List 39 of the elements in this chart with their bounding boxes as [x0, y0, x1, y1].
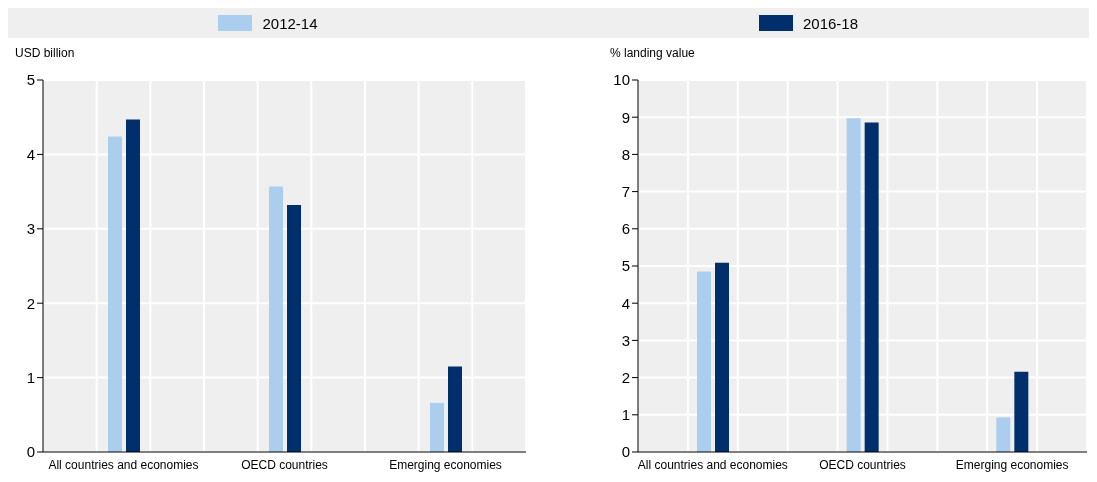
- bar: [1014, 371, 1029, 452]
- y-axis-title: USD billion: [15, 46, 75, 60]
- bar: [430, 402, 444, 452]
- bar: [996, 417, 1011, 452]
- x-tick-label: All countries and economies: [48, 457, 199, 472]
- bar: [715, 262, 729, 452]
- y-tick-label: 2: [26, 294, 35, 312]
- y-tick-label: 1: [621, 406, 630, 424]
- y-tick-label: 3: [621, 331, 630, 349]
- x-tick-label: All countries and economies: [637, 457, 788, 472]
- x-tick-label: Emerging economies: [389, 457, 502, 472]
- y-tick-label: 5: [26, 71, 35, 89]
- bar: [846, 118, 861, 452]
- legend-label: 2016-18: [802, 14, 859, 32]
- legend-label: 2012-14: [262, 14, 318, 32]
- bar: [269, 186, 283, 452]
- y-tick-label: 4: [26, 145, 35, 163]
- y-tick-label: 6: [621, 220, 630, 238]
- bar: [287, 204, 301, 452]
- y-tick-label: 9: [621, 108, 630, 126]
- x-tick-label: Emerging economies: [955, 457, 1069, 472]
- bar: [864, 122, 879, 452]
- y-tick-label: 7: [621, 182, 630, 200]
- y-tick-label: 8: [621, 145, 630, 163]
- y-tick-label: 0: [26, 443, 35, 461]
- y-axis-title: % landing value: [610, 46, 695, 60]
- y-tick-label: 0: [621, 443, 630, 461]
- y-tick-label: 1: [26, 368, 35, 386]
- x-tick-label: OECD countries: [241, 457, 328, 472]
- bar: [697, 271, 711, 452]
- y-tick-label: 3: [26, 220, 35, 238]
- bar: [126, 119, 140, 452]
- x-tick-label: OECD countries: [819, 457, 906, 472]
- bar: [108, 136, 122, 452]
- y-tick-label: 10: [613, 71, 630, 89]
- y-tick-label: 4: [621, 294, 630, 312]
- y-tick-label: 5: [621, 257, 630, 275]
- bar: [448, 366, 462, 452]
- y-tick-label: 2: [621, 368, 630, 386]
